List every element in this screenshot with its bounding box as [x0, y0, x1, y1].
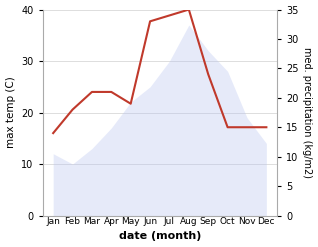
X-axis label: date (month): date (month) [119, 231, 201, 242]
Y-axis label: med. precipitation (kg/m2): med. precipitation (kg/m2) [302, 47, 313, 178]
Y-axis label: max temp (C): max temp (C) [5, 77, 16, 148]
